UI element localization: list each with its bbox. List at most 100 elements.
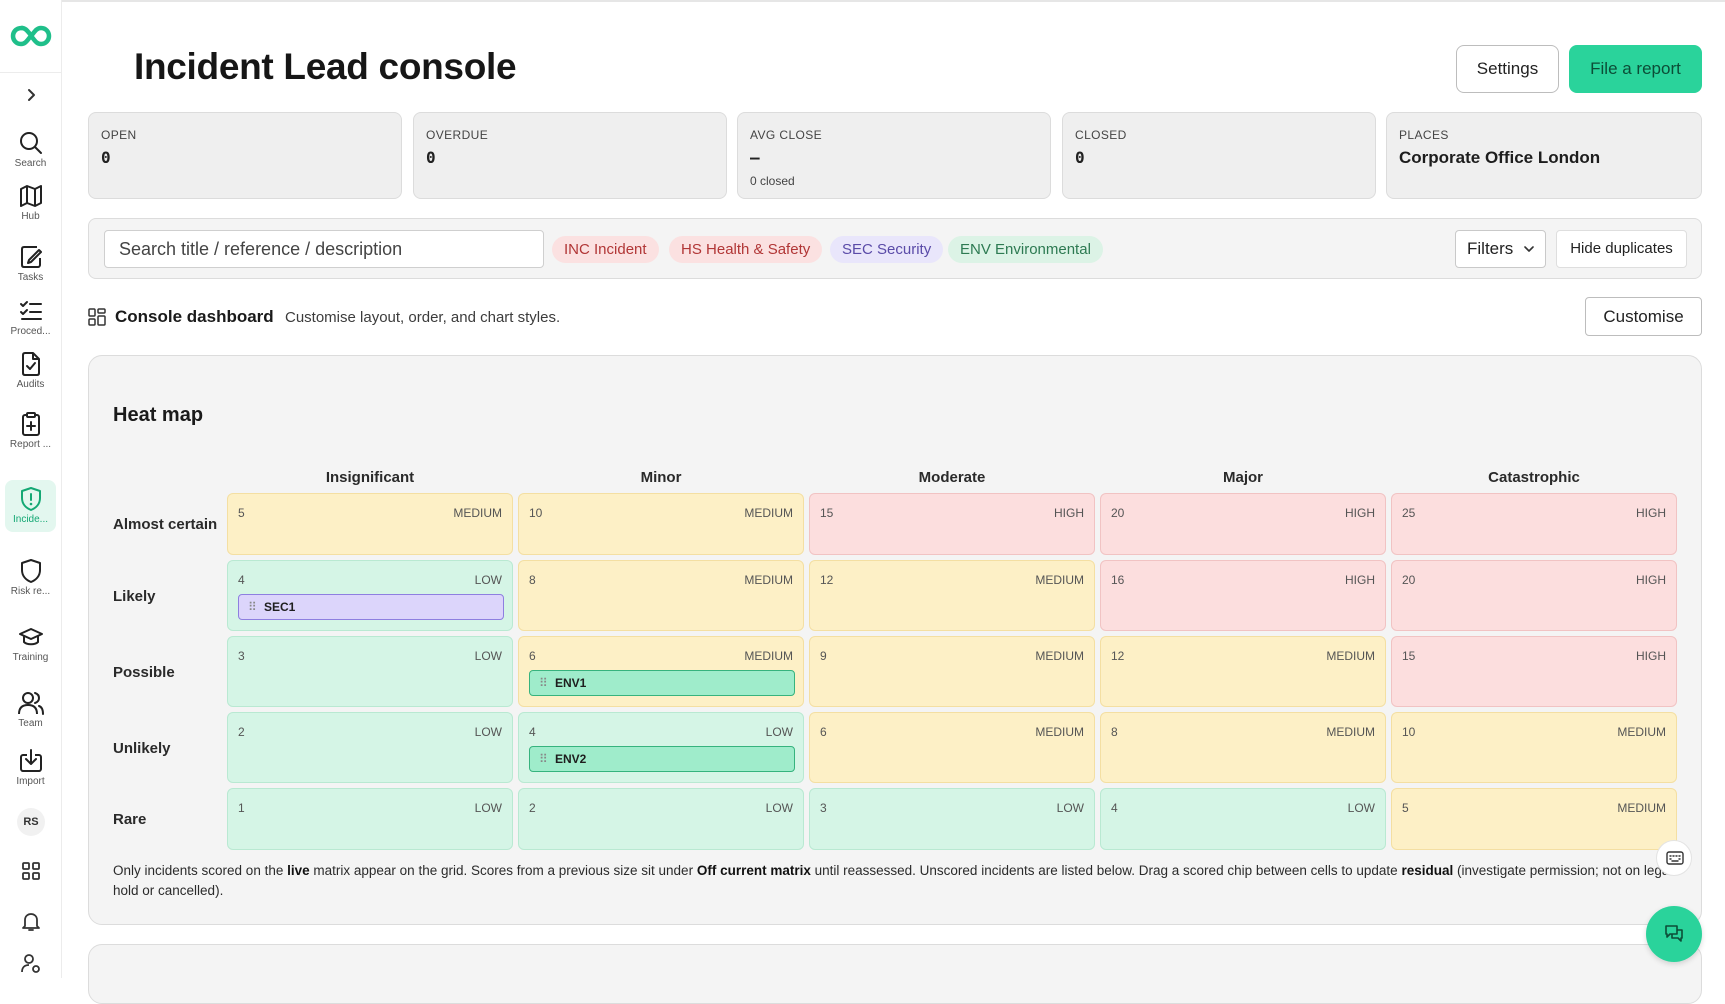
kpi-value: – [750,148,760,167]
column-header: Minor [640,469,682,486]
heat-cell[interactable]: 1 LOW [227,788,513,850]
heat-cell[interactable]: 9 MEDIUM [809,636,1095,707]
sidebar-item-training[interactable]: Training [5,618,56,670]
cell-score: 4 [1111,801,1118,815]
chevron-right-icon[interactable] [20,84,42,106]
import-icon [19,749,42,772]
sidebar-item-risk[interactable]: Risk re... [5,552,56,604]
keyboard-shortcuts-button[interactable] [1656,840,1692,876]
cell-score: 3 [238,649,245,663]
sidebar-item-incidents[interactable]: Incide... [5,480,56,532]
bell-icon[interactable] [20,910,42,932]
heat-cell[interactable]: 6 MEDIUM [809,712,1095,783]
app-logo-icon[interactable] [10,22,52,50]
cell-level: LOW [474,649,502,663]
cell-level: HIGH [1636,506,1666,520]
drag-handle-icon[interactable]: ⠿ [539,676,548,690]
filter-chip-incident[interactable]: INC Incident [552,236,659,263]
heat-cell[interactable]: 6 MEDIUM ⠿ ENV1 [518,636,804,707]
sidebar-item-procedures[interactable]: Proced... [5,292,56,344]
heat-cell[interactable]: 15 HIGH [809,493,1095,555]
search-input[interactable] [104,230,544,268]
heat-cell[interactable]: 2 LOW [227,712,513,783]
drag-handle-icon[interactable]: ⠿ [248,600,257,614]
filter-chip-security[interactable]: SEC Security [830,236,944,263]
chip-label: Environmental [995,241,1091,258]
kpi-value: 0 [426,148,436,167]
sidebar-item-report[interactable]: Report ... [5,405,56,457]
cell-level: HIGH [1054,506,1084,520]
report-icon [21,412,40,436]
heat-map-note: Only incidents scored on the live matrix… [113,861,1673,901]
filter-chip-environmental[interactable]: ENV Environmental [948,236,1103,263]
sidebar-item-audits[interactable]: Audits [5,345,56,397]
user-settings-icon[interactable] [20,952,42,974]
note-bold: live [287,863,310,878]
drag-handle-icon[interactable]: ⠿ [539,752,548,766]
cell-score: 6 [820,725,827,739]
customise-button[interactable]: Customise [1585,297,1702,336]
heat-cell[interactable]: 4 LOW [1100,788,1386,850]
heat-cell[interactable]: 8 MEDIUM [518,560,804,631]
incident-chip-label: ENV2 [555,752,587,766]
heat-cell[interactable]: 25 HIGH [1391,493,1677,555]
chevron-down-icon [1524,246,1534,252]
cell-score: 6 [529,649,536,663]
note-bold: Off current matrix [696,863,811,878]
heat-cell[interactable]: 12 MEDIUM [1100,636,1386,707]
incident-chip-env1[interactable]: ⠿ ENV1 [529,670,795,696]
hide-duplicates-button[interactable]: Hide duplicates [1556,230,1687,268]
kpi-avg-close: AVG CLOSE – 0 closed [737,112,1051,199]
note-bold: residual [1401,863,1454,878]
sidebar-item-label: Incide... [12,514,49,525]
cell-score: 8 [529,573,536,587]
heat-cell[interactable]: 3 LOW [809,788,1095,850]
heat-cell[interactable]: 8 MEDIUM [1100,712,1386,783]
column-header: Insignificant [325,469,415,486]
file-report-button[interactable]: File a report [1569,45,1702,93]
heat-cell[interactable]: 4 LOW ⠿ SEC1 [227,560,513,631]
cell-score: 2 [529,801,536,815]
note-text: (investigate permission; not on legal ho… [113,863,1673,898]
row-header: Rare [113,811,147,828]
heat-cell[interactable]: 3 LOW [227,636,513,707]
heat-cell[interactable]: 10 MEDIUM [518,493,804,555]
cell-score: 2 [238,725,245,739]
heat-cell[interactable]: 12 MEDIUM [809,560,1095,631]
cell-level: LOW [474,573,502,587]
sidebar-item-hub[interactable]: Hub [5,177,56,229]
sidebar-item-team[interactable]: Team [5,684,56,736]
heat-cell[interactable]: 16 HIGH [1100,560,1386,631]
chat-button[interactable] [1646,906,1702,962]
incident-chip-env2[interactable]: ⠿ ENV2 [529,746,795,772]
sidebar-item-search[interactable]: Search [5,124,56,176]
heat-cell[interactable]: 10 MEDIUM [1391,712,1677,783]
sidebar-item-import[interactable]: Import [5,742,56,794]
heat-cell[interactable]: 5 MEDIUM [1391,788,1677,850]
cell-score: 1 [238,801,245,815]
cell-level: LOW [765,801,793,815]
kpi-closed: CLOSED 0 [1062,112,1376,199]
heat-cell[interactable]: 2 LOW [518,788,804,850]
cell-level: MEDIUM [453,506,502,520]
row-header: Almost certain [113,516,218,533]
sidebar-item-tasks[interactable]: Tasks [5,238,56,290]
apps-grid-icon[interactable] [20,860,42,882]
filters-dropdown[interactable]: Filters [1455,230,1546,268]
heat-cell[interactable]: 15 HIGH [1391,636,1677,707]
avatar[interactable]: RS [17,808,45,836]
sidebar-item-label: Search [14,158,47,169]
sidebar-item-label: Import [16,776,45,787]
heat-cell[interactable]: 4 LOW ⠿ ENV2 [518,712,804,783]
cell-level: MEDIUM [1617,801,1666,815]
kpi-label: OVERDUE [426,128,489,142]
heat-cell[interactable]: 20 HIGH [1391,560,1677,631]
cell-level: MEDIUM [744,506,793,520]
filter-chip-health-safety[interactable]: HS Health & Safety [669,236,823,263]
heat-cell[interactable]: 5 MEDIUM [227,493,513,555]
heat-cell[interactable]: 20 HIGH [1100,493,1386,555]
top-border [0,0,1725,2]
incident-chip-sec1[interactable]: ⠿ SEC1 [238,594,504,620]
settings-button[interactable]: Settings [1456,45,1559,93]
sidebar: Search Hub Tasks Proced... Audits Report… [0,0,62,978]
